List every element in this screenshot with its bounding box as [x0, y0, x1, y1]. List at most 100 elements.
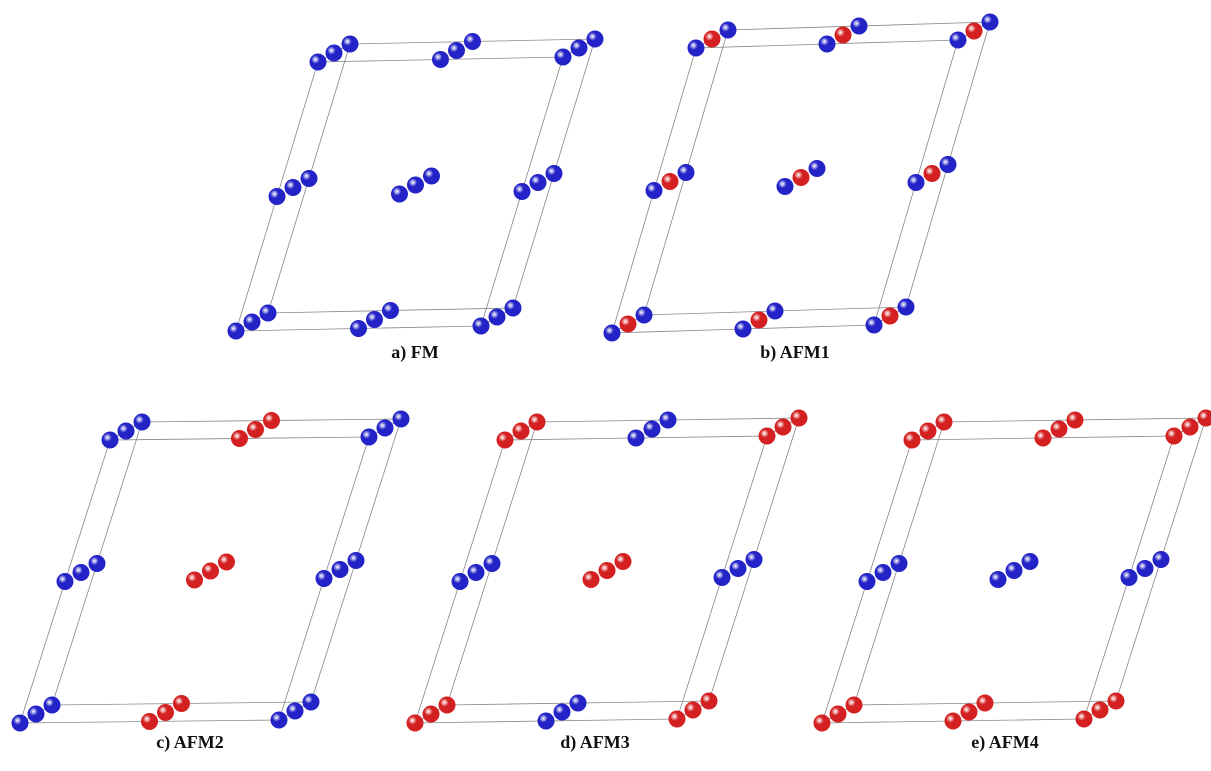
atom: [704, 31, 721, 48]
atom: [835, 27, 852, 44]
atom: [44, 697, 61, 714]
atom: [583, 571, 600, 588]
atom: [615, 553, 632, 570]
atom: [310, 54, 327, 71]
atom: [473, 318, 490, 335]
atom: [866, 317, 883, 334]
atom: [1035, 430, 1052, 447]
atom: [646, 182, 663, 199]
atom: [316, 570, 333, 587]
panel: b) AFM1: [604, 14, 999, 364]
atom: [730, 560, 747, 577]
atom: [348, 552, 365, 569]
atom: [497, 432, 514, 449]
atom: [489, 309, 506, 326]
atom: [157, 704, 174, 721]
atom: [361, 429, 378, 446]
atom: [1121, 569, 1138, 586]
atom: [1051, 421, 1068, 438]
atom: [141, 713, 158, 730]
atom: [554, 704, 571, 721]
atom: [407, 177, 424, 194]
atom: [775, 419, 792, 436]
atom: [1166, 428, 1183, 445]
atom: [439, 697, 456, 714]
atom: [751, 312, 768, 329]
atom: [514, 183, 531, 200]
atom: [898, 299, 915, 316]
panel-label: a) FM: [391, 342, 438, 363]
atom: [555, 49, 572, 66]
atom: [936, 414, 953, 431]
atom: [809, 160, 826, 177]
atom: [218, 554, 235, 571]
panel: d) AFM3: [407, 410, 808, 754]
atom: [628, 430, 645, 447]
atom: [620, 316, 637, 333]
atom: [950, 32, 967, 49]
atom: [759, 428, 776, 445]
atom: [1076, 711, 1093, 728]
atom: [468, 564, 485, 581]
atom: [513, 423, 530, 440]
atom: [636, 307, 653, 324]
atom: [882, 308, 899, 325]
atom: [746, 551, 763, 568]
atom: [859, 573, 876, 590]
panel-label: e) AFM4: [971, 732, 1038, 753]
atom: [920, 423, 937, 440]
atom: [1108, 693, 1125, 710]
atom: [464, 33, 481, 50]
atom: [332, 561, 349, 578]
atom: [685, 702, 702, 719]
atom: [814, 715, 831, 732]
atom: [260, 305, 277, 322]
atom: [660, 412, 677, 429]
atom: [1022, 553, 1039, 570]
atom: [118, 423, 135, 440]
atom: [891, 555, 908, 572]
atom: [366, 311, 383, 328]
atom: [423, 168, 440, 185]
panel: c) AFM2: [12, 411, 410, 754]
atom: [701, 693, 718, 710]
atom: [966, 23, 983, 40]
atom: [777, 178, 794, 195]
atom: [28, 706, 45, 723]
atom: [604, 325, 621, 342]
atom: [377, 420, 394, 437]
atom: [342, 36, 359, 53]
atom: [530, 174, 547, 191]
atom: [819, 36, 836, 53]
atom: [303, 694, 320, 711]
atom: [263, 412, 280, 429]
atom: [875, 564, 892, 581]
atom: [529, 414, 546, 431]
atom: [1153, 551, 1170, 568]
atom: [977, 695, 994, 712]
atom: [57, 573, 74, 590]
atom: [990, 571, 1007, 588]
atom: [432, 51, 449, 68]
atom: [791, 410, 808, 427]
atom: [961, 704, 978, 721]
atom: [1006, 562, 1023, 579]
atom: [904, 432, 921, 449]
atom: [407, 715, 424, 732]
atom: [908, 174, 925, 191]
atom: [1067, 412, 1084, 429]
panel-label: c) AFM2: [156, 732, 223, 753]
atom: [247, 421, 264, 438]
atom: [391, 186, 408, 203]
atom: [1137, 560, 1154, 577]
atom: [945, 713, 962, 730]
atom: [287, 703, 304, 720]
atom: [1182, 419, 1199, 436]
atom: [173, 695, 190, 712]
atom: [688, 40, 705, 57]
atom: [851, 18, 868, 35]
atom: [452, 573, 469, 590]
atom: [134, 414, 151, 431]
atom: [393, 411, 410, 428]
atom: [767, 303, 784, 320]
